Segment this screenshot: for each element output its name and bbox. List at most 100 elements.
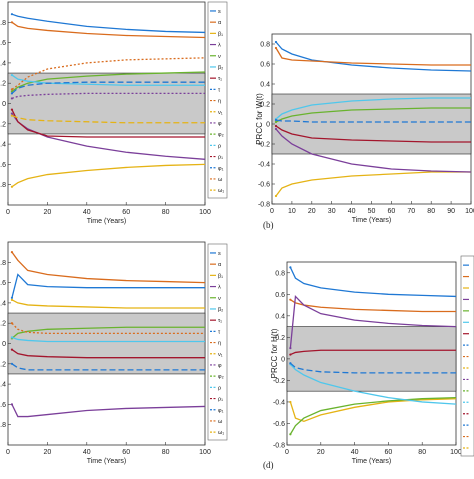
series-line [275, 119, 471, 123]
series-start-point [289, 362, 292, 365]
x-tick-label: 100 [465, 208, 474, 215]
series-line [11, 74, 205, 86]
legend [207, 1, 228, 199]
x-tick-label: 20 [44, 209, 52, 216]
caption-b: (b) [263, 220, 274, 230]
series-line [275, 47, 471, 66]
x-tick-label: 80 [418, 449, 426, 456]
y-tick-label: -0.2 [258, 142, 270, 149]
series-line [11, 163, 206, 188]
series-start-point [10, 92, 14, 95]
x-tick-label: 100 [199, 449, 211, 456]
series-start-point [274, 124, 278, 128]
y-axis-label: PRCC for W(t) [255, 93, 264, 145]
series-start-point [274, 40, 278, 44]
x-tick-label: 40 [83, 209, 91, 216]
series-start-point [10, 298, 14, 301]
series-start-point [274, 118, 278, 122]
legend-label: ν [218, 54, 221, 60]
y-tick-label: 0 [281, 356, 285, 363]
series-line [11, 273, 205, 298]
caption-d: (d) [263, 460, 274, 470]
series-line [11, 404, 206, 418]
y-tick-label: 0.4 [275, 313, 285, 320]
x-tick-label: 80 [427, 208, 435, 215]
x-tick-label: 60 [388, 208, 396, 215]
legend-label: ω₁ [218, 188, 224, 194]
series-line [11, 57, 206, 90]
series-start-point [10, 362, 14, 365]
legend-label: β₂ [218, 307, 223, 313]
x-axis-label: Time (Years) [352, 217, 392, 224]
significance-band [7, 72, 206, 135]
y-tick-label: -0.4 [273, 399, 285, 406]
legend-label: τ₁ [218, 318, 222, 324]
legend-label: ω [218, 177, 223, 183]
series-start-point [289, 400, 292, 404]
x-tick-label: 80 [162, 209, 170, 216]
legend-label: φ₂ [218, 374, 224, 380]
y-tick-label: -0.8 [273, 443, 285, 450]
y-axis-label: PRCC for H(t) [270, 328, 279, 378]
y-tick-label: .2 [0, 361, 6, 368]
y-tick-label: .6 [0, 40, 6, 47]
series-start-point [10, 403, 14, 406]
legend-label: β₁ [218, 273, 223, 279]
series-line [11, 109, 205, 138]
x-tick-label: 0 [6, 449, 10, 456]
series-start-point [274, 194, 278, 198]
series-start-point [10, 336, 14, 339]
x-tick-label: 100 [450, 449, 462, 456]
series-start-point [10, 88, 14, 91]
legend-label: s [218, 251, 221, 257]
legend-label: ρ₁ [218, 155, 223, 161]
series-start-point [289, 433, 292, 436]
legend-label: β₂ [218, 65, 223, 71]
y-tick-label: .4 [0, 382, 6, 389]
x-tick-label: 30 [328, 208, 336, 215]
y-tick-label: -0.6 [258, 182, 270, 189]
legend-label: ν₁ [218, 352, 223, 358]
significance-band [7, 312, 206, 375]
legend-label: s [218, 9, 221, 15]
series-start-point [10, 13, 14, 16]
legend-label: α [218, 262, 222, 268]
series-start-point [289, 298, 292, 301]
x-tick-label: 40 [348, 208, 356, 215]
series-line [289, 267, 457, 298]
series-line [275, 97, 471, 120]
series-line [275, 128, 472, 173]
panel-a: 0 20 40 60 80 100 .8 .6 .4 .2 0 .2 .4 .6 .8 Time (Years… [0, 1, 228, 225]
y-tick-label: .2 [0, 81, 6, 88]
panel-c: 0 20 40 60 80 100 .8 .6 .4 .2 0 .2 .4 .6 .8 Time (Years… [0, 241, 228, 465]
x-axis-label: Time (Years) [352, 458, 392, 465]
series-line [289, 362, 456, 374]
legend-label: ω₁ [218, 430, 224, 436]
series-line [289, 363, 457, 405]
series-line [275, 171, 471, 197]
y-tick-label: 0.6 [275, 292, 285, 299]
x-tick-label: 70 [407, 208, 415, 215]
series-line [11, 13, 206, 34]
series-line [11, 336, 205, 343]
x-tick-label: 40 [351, 449, 359, 456]
y-tick-label: .4 [0, 142, 6, 149]
series-start-point [10, 114, 14, 117]
legend-label: ρ [218, 385, 221, 391]
y-tick-label: 0.2 [260, 102, 270, 109]
x-axis-label: Time (Years) [87, 458, 127, 465]
legend-label: ρ [218, 143, 221, 149]
legend [207, 243, 228, 441]
legend-label: α [218, 20, 222, 26]
y-tick-label: .4 [0, 300, 6, 307]
x-axis-label: Time (Years) [87, 218, 127, 225]
y-tick-label: .6 [0, 402, 6, 409]
y-tick-label: 0 [2, 101, 6, 108]
y-tick-label: .6 [0, 280, 6, 287]
series-start-point [10, 296, 14, 299]
y-tick-label: .2 [0, 321, 6, 328]
legend-label: τ₁ [218, 76, 222, 82]
series-line [11, 71, 206, 92]
y-tick-label: 0 [266, 122, 270, 129]
series-start-point [289, 266, 292, 269]
